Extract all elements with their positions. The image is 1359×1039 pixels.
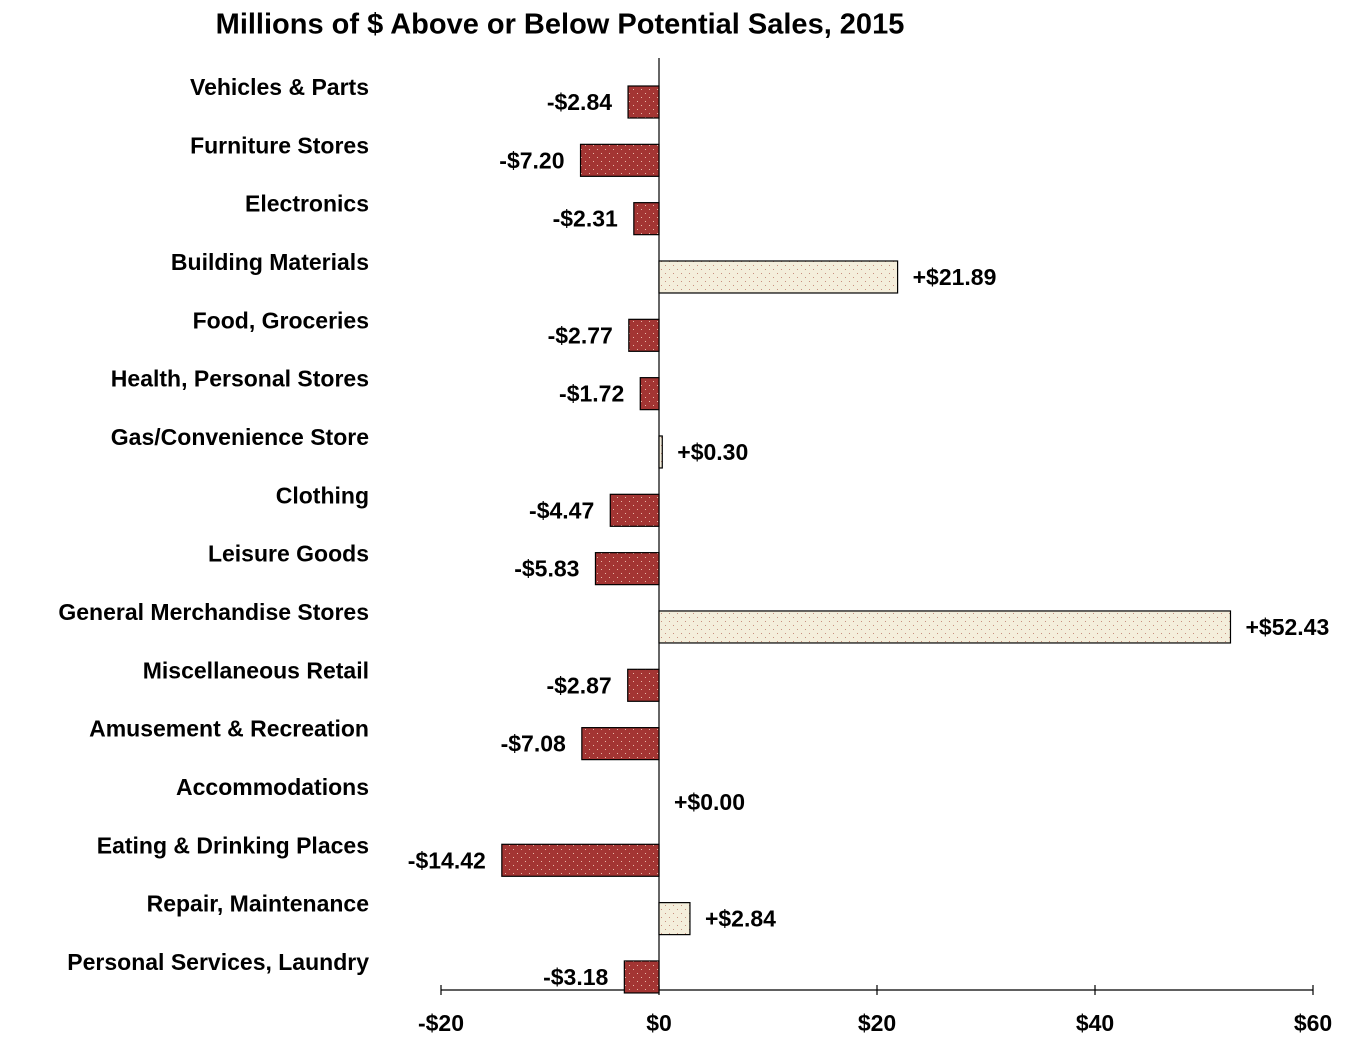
value-label: -$14.42 bbox=[408, 847, 486, 873]
value-label: -$7.20 bbox=[499, 147, 564, 173]
bar bbox=[594, 552, 660, 586]
x-tick-label: -$20 bbox=[418, 1010, 464, 1036]
category-label: General Merchandise Stores bbox=[58, 599, 369, 625]
category-label: Electronics bbox=[245, 191, 369, 217]
value-label: +$0.00 bbox=[674, 789, 745, 815]
value-label: -$1.72 bbox=[559, 381, 624, 407]
value-label: -$3.18 bbox=[543, 964, 608, 990]
bar bbox=[627, 85, 660, 119]
bar bbox=[609, 493, 660, 527]
category-label: Personal Services, Laundry bbox=[67, 949, 369, 975]
category-label: Eating & Drinking Places bbox=[97, 832, 369, 858]
value-label: +$2.84 bbox=[705, 906, 776, 932]
x-tick-label: $40 bbox=[1076, 1010, 1114, 1036]
bar bbox=[623, 960, 660, 994]
category-label: Amusement & Recreation bbox=[89, 716, 369, 742]
category-label: Gas/Convenience Store bbox=[111, 424, 369, 450]
category-label: Furniture Stores bbox=[190, 132, 369, 158]
value-label: -$4.47 bbox=[529, 497, 594, 523]
category-label: Food, Groceries bbox=[193, 307, 369, 333]
category-label: Vehicles & Parts bbox=[190, 74, 369, 100]
x-tick-label: $20 bbox=[858, 1010, 896, 1036]
value-label: -$2.77 bbox=[548, 322, 613, 348]
bar bbox=[581, 727, 660, 761]
bar bbox=[658, 260, 899, 294]
bar bbox=[658, 610, 1232, 644]
category-label: Accommodations bbox=[176, 774, 369, 800]
value-label: +$0.30 bbox=[677, 439, 748, 465]
bar bbox=[579, 143, 660, 177]
bar bbox=[627, 668, 660, 702]
bar bbox=[501, 843, 660, 877]
value-label: +$52.43 bbox=[1245, 614, 1329, 640]
x-tick-label: $0 bbox=[646, 1010, 672, 1036]
category-label: Building Materials bbox=[171, 249, 369, 275]
category-label: Repair, Maintenance bbox=[147, 891, 369, 917]
bar bbox=[658, 435, 663, 469]
category-label: Leisure Goods bbox=[208, 541, 369, 567]
value-label: -$2.31 bbox=[553, 206, 618, 232]
category-label: Miscellaneous Retail bbox=[143, 657, 369, 683]
bar bbox=[628, 318, 660, 352]
value-label: -$2.87 bbox=[546, 672, 611, 698]
x-tick-label: $60 bbox=[1294, 1010, 1332, 1036]
bar bbox=[639, 377, 660, 411]
chart-title: Millions of $ Above or Below Potential S… bbox=[216, 9, 905, 41]
value-label: -$5.83 bbox=[514, 556, 579, 582]
category-label: Clothing bbox=[276, 482, 369, 508]
category-label: Health, Personal Stores bbox=[111, 366, 369, 392]
bar bbox=[633, 202, 660, 236]
bar bbox=[658, 902, 691, 936]
value-label: -$7.08 bbox=[501, 731, 566, 757]
value-label: +$21.89 bbox=[913, 264, 997, 290]
value-label: -$2.84 bbox=[547, 89, 612, 115]
